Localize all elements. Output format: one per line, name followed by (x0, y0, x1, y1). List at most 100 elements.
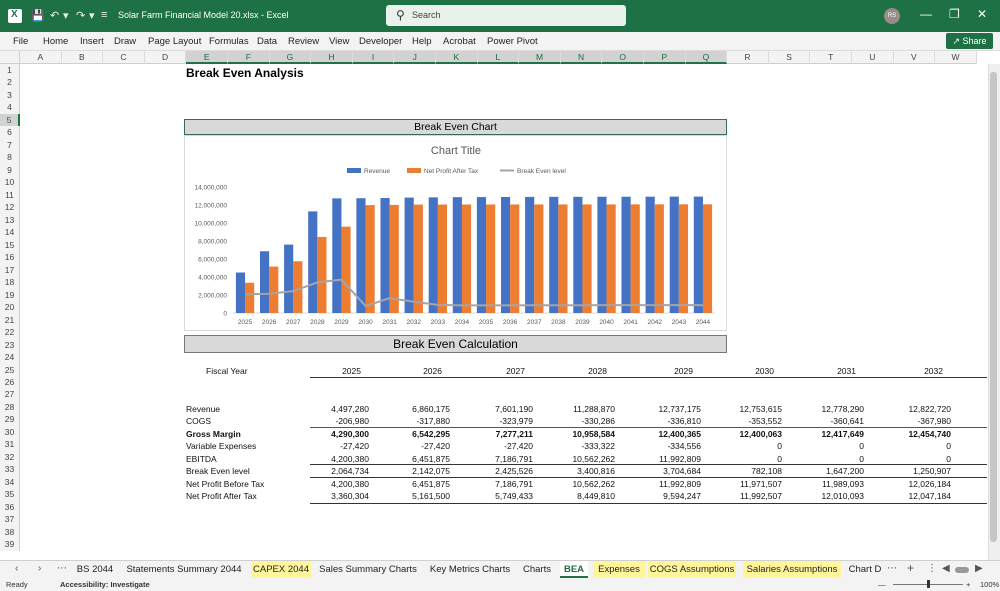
value-cell[interactable]: 10,958,584 (572, 429, 615, 439)
value-cell[interactable]: 12,010,093 (821, 491, 864, 501)
search-box[interactable]: ⚲ Search (386, 5, 626, 26)
row-header-30[interactable]: 30 (0, 425, 20, 439)
value-cell[interactable]: 2,142,075 (412, 466, 450, 476)
value-cell[interactable]: -330,286 (581, 416, 615, 426)
column-header-q[interactable]: Q (685, 51, 728, 64)
row-label-net-profit-before-tax[interactable]: Net Profit Before Tax (186, 479, 265, 489)
value-cell[interactable]: -367,980 (917, 416, 951, 426)
year-header-2027[interactable]: 2027 (506, 366, 525, 376)
value-cell[interactable]: 4,497,280 (331, 404, 369, 414)
row-header-33[interactable]: 33 (0, 463, 20, 476)
sheet-tab-cogs-assumptions[interactable]: COGS Assumptions (648, 561, 736, 578)
menu-power-pivot[interactable]: Power Pivot (487, 36, 538, 47)
value-cell[interactable]: 7,601,190 (495, 404, 533, 414)
value-cell[interactable]: 6,542,295 (412, 429, 450, 439)
sheet-tab-key-metrics-charts[interactable]: Key Metrics Charts (429, 564, 511, 575)
row-header-17[interactable]: 17 (0, 263, 20, 277)
row-header-31[interactable]: 31 (0, 438, 20, 451)
row-header-34[interactable]: 34 (0, 475, 20, 489)
value-cell[interactable]: 3,704,684 (663, 466, 701, 476)
row-header-29[interactable]: 29 (0, 413, 20, 426)
chart-band-header[interactable]: Break Even Chart (184, 119, 727, 135)
row-label-gross-margin[interactable]: Gross Margin (186, 429, 241, 439)
column-header-o[interactable]: O (602, 51, 644, 64)
value-cell[interactable]: 11,989,093 (822, 479, 864, 489)
row-header-2[interactable]: 2 (0, 76, 20, 89)
value-cell[interactable]: -27,420 (340, 441, 369, 451)
row-header-25[interactable]: 25 (0, 363, 20, 376)
value-cell[interactable]: 7,186,791 (495, 454, 533, 464)
row-header-36[interactable]: 36 (0, 500, 20, 514)
row-label-cogs[interactable]: COGS (186, 416, 212, 426)
column-header-k[interactable]: K (436, 51, 478, 64)
value-cell[interactable]: 12,753,615 (739, 404, 782, 414)
redo-icon[interactable]: ↷ (76, 10, 86, 22)
value-cell[interactable]: 9,594,247 (663, 491, 701, 501)
value-cell[interactable]: -27,420 (504, 441, 533, 451)
sheet-tab-sales-summary-charts[interactable]: Sales Summary Charts (319, 564, 417, 575)
value-cell[interactable]: 4,200,380 (331, 454, 369, 464)
year-header-2028[interactable]: 2028 (588, 366, 607, 376)
zoom-level[interactable]: 100% (980, 580, 1000, 589)
sheet-tab-bs-2044[interactable]: BS 2044 (76, 564, 114, 575)
next-sheet-icon[interactable]: › (38, 563, 42, 574)
value-cell[interactable]: 12,417,649 (821, 429, 864, 439)
save-icon[interactable]: 💾 (31, 10, 45, 22)
row-label-ebitda[interactable]: EBITDA (186, 454, 217, 464)
break-even-chart[interactable]: Chart Title Revenue Net Profit After Tax Br… (184, 135, 727, 331)
column-header-m[interactable]: M (519, 51, 561, 64)
column-header-b[interactable]: B (61, 51, 104, 64)
value-cell[interactable]: 10,562,262 (572, 454, 615, 464)
row-header-9[interactable]: 9 (0, 163, 20, 177)
row-header-19[interactable]: 19 (0, 288, 20, 302)
value-cell[interactable]: 5,161,500 (412, 491, 450, 501)
row-header-7[interactable]: 7 (0, 138, 20, 152)
row-header-6[interactable]: 6 (0, 126, 20, 139)
value-cell[interactable]: 1,647,200 (826, 466, 864, 476)
row-header-13[interactable]: 13 (0, 213, 20, 227)
menu-review[interactable]: Review (288, 36, 320, 47)
zoom-in-icon[interactable]: + (966, 580, 971, 589)
value-cell[interactable]: -323,979 (499, 416, 533, 426)
value-cell[interactable]: 782,108 (751, 466, 782, 476)
share-button[interactable]: ↗ Share (946, 33, 993, 49)
row-header-39[interactable]: 39 (0, 538, 20, 551)
column-header-a[interactable]: A (20, 51, 62, 64)
zoom-slider-thumb[interactable] (927, 580, 930, 588)
value-cell[interactable]: -333,322 (581, 441, 615, 451)
menu-page-layout[interactable]: Page Layout (148, 36, 202, 47)
row-header-1[interactable]: 1 (0, 64, 20, 77)
column-header-e[interactable]: E (186, 51, 228, 64)
menu-developer[interactable]: Developer (359, 36, 403, 47)
value-cell[interactable]: 11,992,507 (740, 491, 782, 501)
year-header-2030[interactable]: 2030 (755, 366, 774, 376)
row-header-32[interactable]: 32 (0, 450, 20, 464)
column-header-f[interactable]: F (228, 51, 270, 64)
value-cell[interactable]: 3,400,816 (577, 466, 615, 476)
fiscal-year-label[interactable]: Fiscal Year (206, 366, 248, 376)
vertical-scrollbar-thumb[interactable] (990, 72, 997, 542)
menu-view[interactable]: View (329, 36, 350, 47)
row-header-3[interactable]: 3 (0, 88, 20, 102)
row-header-10[interactable]: 10 (0, 176, 20, 189)
column-header-h[interactable]: H (311, 51, 353, 64)
row-header-24[interactable]: 24 (0, 351, 20, 364)
value-cell[interactable]: 12,778,290 (821, 404, 864, 414)
row-header-22[interactable]: 22 (0, 326, 20, 339)
select-all-corner[interactable] (0, 51, 20, 64)
user-avatar[interactable]: RS (884, 8, 900, 24)
value-cell[interactable]: 12,400,365 (658, 429, 701, 439)
menu-insert[interactable]: Insert (80, 36, 104, 47)
column-header-w[interactable]: W (935, 51, 977, 64)
value-cell[interactable]: -334,556 (667, 441, 701, 451)
calc-band-header[interactable]: Break Even Calculation (184, 335, 727, 353)
column-header-i[interactable]: I (352, 51, 395, 64)
row-header-21[interactable]: 21 (0, 313, 20, 327)
undo-dropdown-icon[interactable]: ▾ (63, 10, 69, 22)
row-header-26[interactable]: 26 (0, 376, 20, 389)
column-header-s[interactable]: S (768, 51, 811, 64)
column-header-t[interactable]: T (810, 51, 852, 64)
sheet-title[interactable]: Break Even Analysis (186, 66, 304, 80)
undo-icon[interactable]: ↶ (50, 10, 60, 22)
value-cell[interactable]: -360,641 (830, 416, 864, 426)
